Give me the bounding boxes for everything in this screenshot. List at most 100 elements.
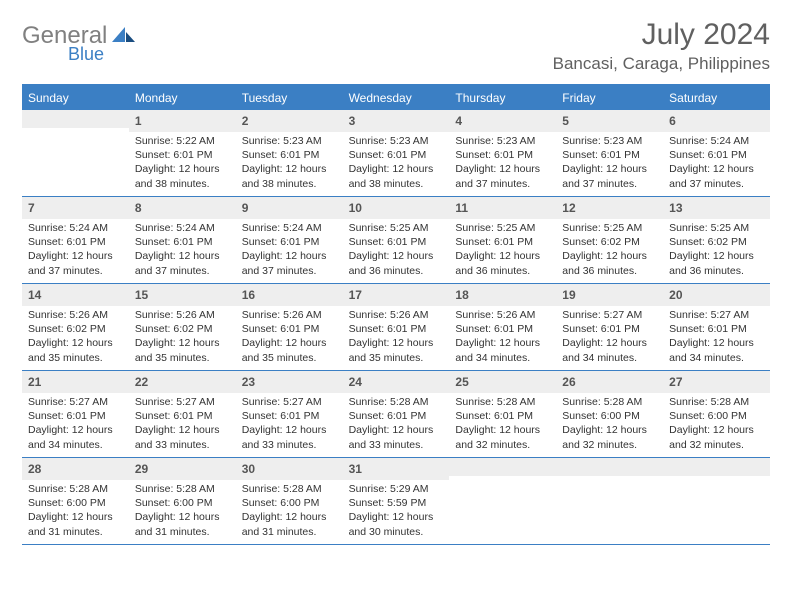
cell-content: Sunrise: 5:28 AMSunset: 6:00 PMDaylight:… [236,480,343,543]
week-row: 28Sunrise: 5:28 AMSunset: 6:00 PMDayligh… [22,458,770,545]
sunrise-text: Sunrise: 5:27 AM [562,308,657,322]
day-number: 27 [669,375,682,389]
calendar-cell: 10Sunrise: 5:25 AMSunset: 6:01 PMDayligh… [343,197,450,283]
cell-content: Sunrise: 5:28 AMSunset: 6:00 PMDaylight:… [129,480,236,543]
calendar-cell [449,458,556,544]
daynum-row: 21 [22,371,129,393]
sunset-text: Sunset: 5:59 PM [349,496,444,510]
cell-content: Sunrise: 5:24 AMSunset: 6:01 PMDaylight:… [663,132,770,195]
calendar-cell: 6Sunrise: 5:24 AMSunset: 6:01 PMDaylight… [663,110,770,196]
day-number: 13 [669,201,682,215]
daylight-text: Daylight: 12 hours and 37 minutes. [455,162,550,190]
sunset-text: Sunset: 6:01 PM [455,322,550,336]
daylight-text: Daylight: 12 hours and 38 minutes. [242,162,337,190]
month-title: July 2024 [553,18,770,52]
daylight-text: Daylight: 12 hours and 34 minutes. [28,423,123,451]
daynum-row: 2 [236,110,343,132]
day-number: 20 [669,288,682,302]
sunset-text: Sunset: 6:01 PM [562,148,657,162]
sunset-text: Sunset: 6:01 PM [562,322,657,336]
daynum-row: 14 [22,284,129,306]
day-number: 14 [28,288,41,302]
sunset-text: Sunset: 6:02 PM [135,322,230,336]
calendar-cell: 24Sunrise: 5:28 AMSunset: 6:01 PMDayligh… [343,371,450,457]
day-number: 21 [28,375,41,389]
daylight-text: Daylight: 12 hours and 34 minutes. [669,336,764,364]
daylight-text: Daylight: 12 hours and 36 minutes. [349,249,444,277]
day-header: Saturday [663,86,770,110]
cell-content: Sunrise: 5:29 AMSunset: 5:59 PMDaylight:… [343,480,450,543]
calendar-cell: 14Sunrise: 5:26 AMSunset: 6:02 PMDayligh… [22,284,129,370]
day-number: 23 [242,375,255,389]
day-number: 29 [135,462,148,476]
day-number: 10 [349,201,362,215]
daylight-text: Daylight: 12 hours and 37 minutes. [28,249,123,277]
daynum-row: 6 [663,110,770,132]
sunset-text: Sunset: 6:02 PM [669,235,764,249]
sunset-text: Sunset: 6:01 PM [669,322,764,336]
daynum-row: 17 [343,284,450,306]
sunrise-text: Sunrise: 5:24 AM [242,221,337,235]
daynum-row: 28 [22,458,129,480]
daynum-row: 31 [343,458,450,480]
sunset-text: Sunset: 6:00 PM [562,409,657,423]
week-row: 14 Sunrise: 5:26 AM Sunset: 6:02 PM Dayligh… [22,284,770,371]
day-headers-row: Sunday Monday Tuesday Wednesday Thursday… [22,86,770,110]
sunrise-text: Sunrise: 5:27 AM [669,308,764,322]
daynum-row: 1 [129,110,236,132]
daylight-text: Daylight: 12 hours and 34 minutes. [455,336,550,364]
sunrise-text: Sunrise: 5:25 AM [349,221,444,235]
sunset-text: Sunset: 6:01 PM [28,409,123,423]
daylight-text: Daylight: 12 hours and 33 minutes. [349,423,444,451]
day-number: 1 [135,114,142,128]
daynum-row: 29 [129,458,236,480]
day-number: 19 [562,288,575,302]
calendar-cell: 12Sunrise: 5:25 AMSunset: 6:02 PMDayligh… [556,197,663,283]
cell-content: Sunrise: 5:27 AMSunset: 6:01 PMDaylight:… [22,393,129,456]
day-header: Thursday [449,86,556,110]
daylight-text: Daylight: 12 hours and 34 minutes. [562,336,657,364]
day-number: 31 [349,462,362,476]
daylight-text: Daylight: 12 hours and 31 minutes. [135,510,230,538]
calendar-cell: 4Sunrise: 5:23 AMSunset: 6:01 PMDaylight… [449,110,556,196]
day-number: 26 [562,375,575,389]
sunrise-text: Sunrise: 5:28 AM [562,395,657,409]
calendar: Sunday Monday Tuesday Wednesday Thursday… [22,84,770,545]
daynum-row: 13 [663,197,770,219]
sunrise-text: Sunrise: 5:28 AM [28,482,123,496]
cell-content: Sunrise: 5:24 AMSunset: 6:01 PMDaylight:… [129,219,236,282]
sunrise-text: Sunrise: 5:28 AM [349,395,444,409]
daynum-row [556,458,663,476]
sunrise-text: Sunrise: 5:26 AM [349,308,444,322]
calendar-cell: 7Sunrise: 5:24 AMSunset: 6:01 PMDaylight… [22,197,129,283]
day-number: 15 [135,288,148,302]
day-header: Monday [129,86,236,110]
day-number: 8 [135,201,142,215]
sunset-text: Sunset: 6:01 PM [28,235,123,249]
sunrise-text: Sunrise: 5:22 AM [135,134,230,148]
sunset-text: Sunset: 6:01 PM [135,148,230,162]
day-header: Wednesday [343,86,450,110]
cell-content: Sunrise: 5:23 AMSunset: 6:01 PMDaylight:… [236,132,343,195]
sunset-text: Sunset: 6:00 PM [135,496,230,510]
daynum-row: 25 [449,371,556,393]
sunset-text: Sunset: 6:01 PM [349,148,444,162]
calendar-cell: 18Sunrise: 5:26 AMSunset: 6:01 PMDayligh… [449,284,556,370]
sunrise-text: Sunrise: 5:28 AM [135,482,230,496]
calendar-cell: 5Sunrise: 5:23 AMSunset: 6:01 PMDaylight… [556,110,663,196]
sunrise-text: Sunrise: 5:24 AM [669,134,764,148]
daynum-row: 23 [236,371,343,393]
daynum-row: 4 [449,110,556,132]
calendar-cell [663,458,770,544]
daynum-row: 5 [556,110,663,132]
daylight-text: Daylight: 12 hours and 38 minutes. [135,162,230,190]
cell-content: Sunrise: 5:26 AMSunset: 6:01 PMDaylight:… [236,306,343,369]
daylight-text: Daylight: 12 hours and 37 minutes. [669,162,764,190]
sunset-text: Sunset: 6:01 PM [455,235,550,249]
sunrise-text: Sunrise: 5:28 AM [455,395,550,409]
day-number: 5 [562,114,569,128]
daylight-text: Daylight: 12 hours and 32 minutes. [669,423,764,451]
calendar-cell [22,110,129,196]
daynum-row: 9 [236,197,343,219]
calendar-cell: 19 Sunrise: 5:27 AMSunset: 6:01 PMDayligh… [556,284,663,370]
